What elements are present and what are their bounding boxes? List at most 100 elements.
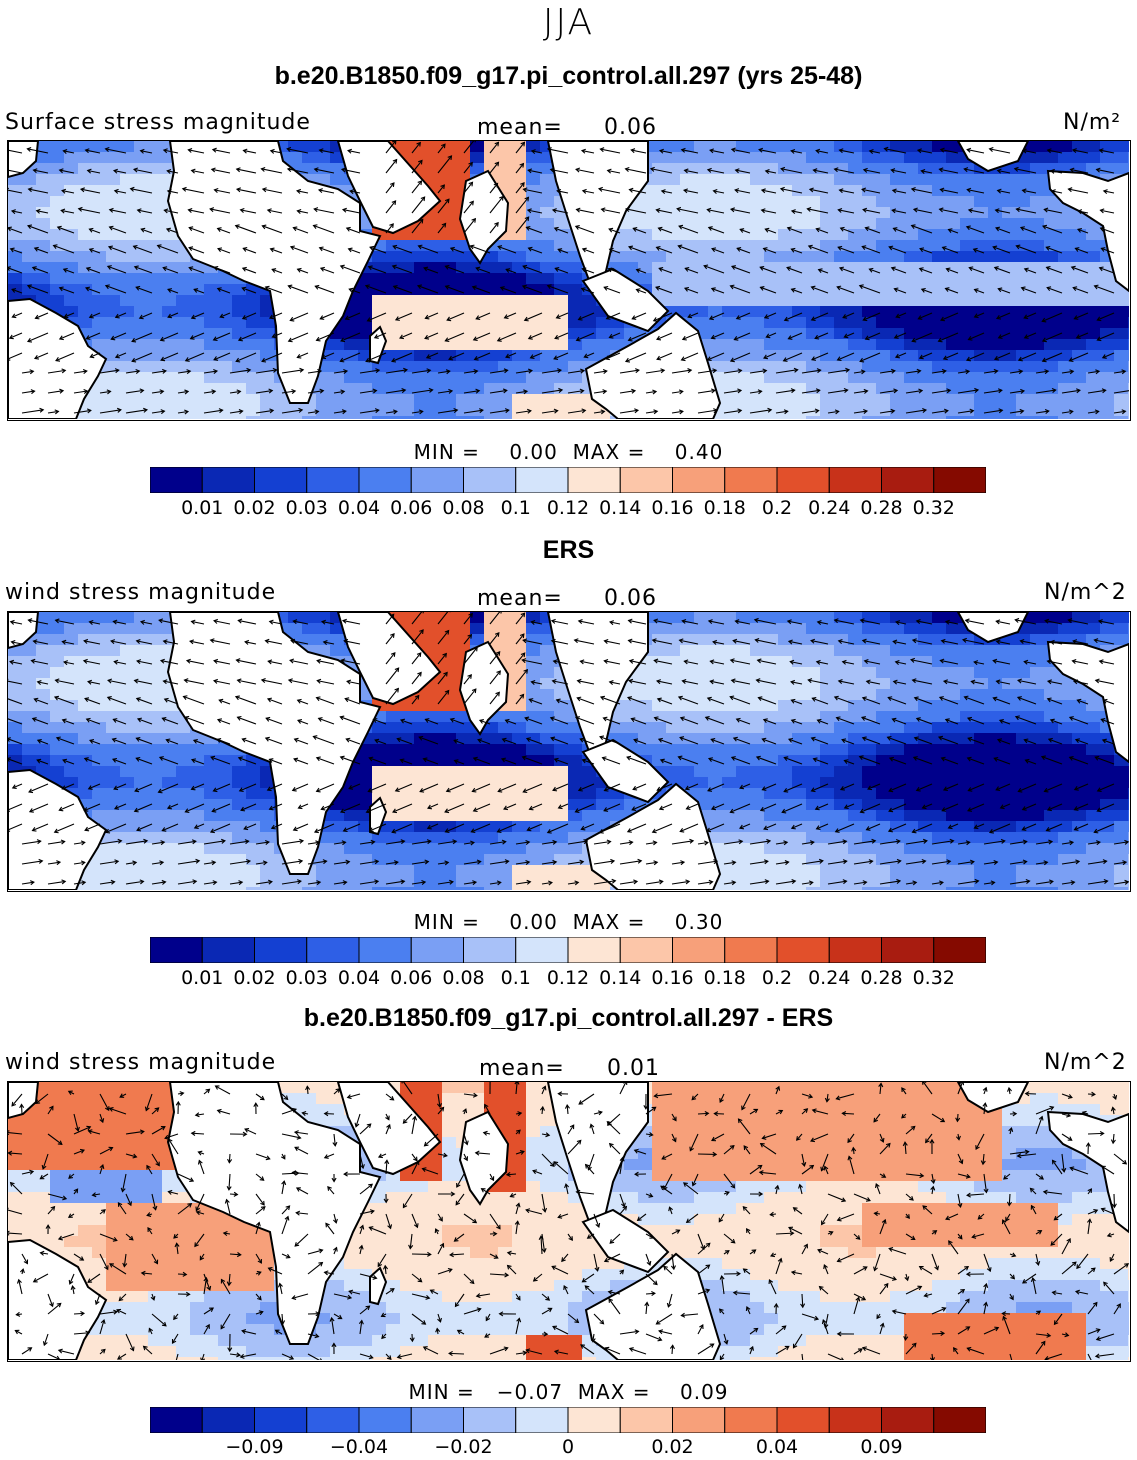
map-cell — [106, 623, 121, 635]
wind-vector — [945, 287, 959, 294]
map-cell — [1100, 788, 1115, 800]
wind-vector — [730, 352, 751, 362]
map-cell — [1128, 799, 1129, 811]
wind-vector-head — [973, 313, 979, 319]
map-cell — [1030, 207, 1045, 219]
map-cell — [722, 350, 737, 362]
map-cell — [22, 240, 37, 252]
map-cell — [148, 645, 163, 657]
map-cell — [204, 350, 219, 362]
wind-vector — [437, 409, 458, 414]
map-cell — [1072, 623, 1087, 635]
map-cell — [92, 416, 107, 419]
map-cell — [764, 174, 779, 186]
wind-vector — [255, 389, 273, 394]
map-cell — [1016, 328, 1031, 340]
map-cell — [288, 141, 303, 153]
wind-vector-head — [603, 285, 609, 291]
map-cell — [260, 361, 275, 373]
map-cell — [736, 667, 751, 679]
map-cell — [736, 722, 751, 734]
wind-vector — [1047, 149, 1063, 154]
map-cell — [722, 295, 737, 307]
map-cell — [848, 196, 863, 208]
map-cell — [708, 416, 723, 419]
map-cell — [414, 295, 429, 307]
map-cell — [694, 251, 709, 263]
wind-vector-head — [1098, 266, 1104, 272]
wind-vector — [99, 409, 121, 414]
map-cell — [330, 361, 345, 373]
map-cell — [470, 141, 485, 153]
wind-vector — [600, 148, 621, 154]
wind-vector — [527, 209, 543, 214]
map-cell — [386, 284, 401, 296]
map-cell — [946, 185, 961, 197]
map-cell — [568, 284, 583, 296]
map-cell — [736, 339, 751, 351]
map-cell — [666, 667, 681, 679]
map-cell — [890, 251, 905, 263]
map-cell — [428, 656, 443, 668]
map-cell — [64, 306, 79, 318]
map-cell — [176, 328, 191, 340]
colorbar-swatch — [881, 467, 935, 493]
map-cell — [1086, 722, 1101, 734]
map-cell — [750, 722, 765, 734]
map-cell — [512, 174, 527, 186]
map-cell — [638, 240, 653, 252]
map-cell — [386, 777, 401, 789]
map-cell — [484, 405, 499, 417]
map-cell — [554, 306, 569, 318]
map-cell — [358, 383, 373, 395]
map-cell — [64, 612, 79, 624]
wind-vector — [967, 189, 985, 194]
map-cell — [400, 361, 415, 373]
map-cell — [960, 788, 975, 800]
map-cell — [148, 295, 163, 307]
map-cell — [134, 174, 149, 186]
wind-vector — [859, 285, 881, 294]
wind-vector — [21, 409, 44, 414]
map-cell — [932, 733, 947, 745]
map-cell — [652, 766, 667, 778]
wind-vector-head — [787, 335, 793, 340]
map-cell — [778, 317, 793, 329]
map-cell — [260, 372, 275, 384]
map-cell — [1072, 678, 1087, 690]
wind-vector — [608, 228, 621, 234]
wind-vector-head — [733, 336, 739, 341]
wind-vector-head — [502, 388, 508, 394]
map-cell — [92, 317, 107, 329]
map-cell — [330, 821, 345, 833]
wind-vector-head — [392, 285, 398, 290]
map-cell — [358, 317, 373, 329]
map-cell — [1058, 350, 1073, 362]
map-cell — [946, 218, 961, 230]
map-cell — [526, 788, 541, 800]
map-cell — [50, 722, 65, 734]
map-cell — [1002, 163, 1017, 175]
map-cell — [960, 317, 975, 329]
wind-vector-head — [266, 208, 272, 214]
wind-vector-head — [494, 161, 500, 167]
map-cell — [386, 700, 401, 712]
map-cell — [694, 218, 709, 230]
wind-vector — [133, 245, 153, 254]
wind-vector — [340, 332, 361, 342]
wind-vector — [163, 149, 179, 154]
wind-vector-head — [656, 355, 662, 361]
wind-vector-head — [163, 208, 169, 214]
wind-vector — [287, 168, 309, 174]
wind-vector-head — [469, 244, 475, 250]
map-cell — [722, 328, 737, 340]
wind-vector-head — [448, 355, 454, 361]
wind-vector-head — [211, 147, 217, 153]
map-cell — [652, 612, 667, 624]
wind-vector-head — [599, 147, 605, 153]
wind-vector — [811, 286, 829, 294]
map-cell — [974, 174, 989, 186]
map-cell — [610, 722, 625, 734]
map-cell — [484, 744, 499, 756]
wind-vector — [424, 332, 439, 339]
